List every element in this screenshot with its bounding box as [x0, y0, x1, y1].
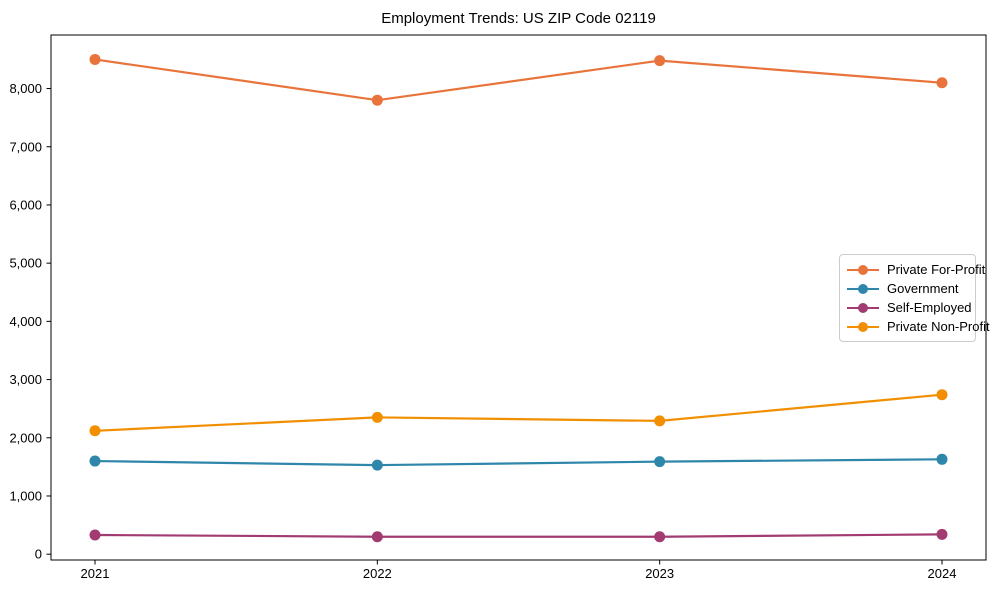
data-point [371, 94, 383, 106]
data-point [89, 53, 101, 65]
data-point [371, 531, 383, 543]
legend-label: Government [887, 281, 959, 296]
legend-label: Self-Employed [887, 300, 972, 315]
axes-frame [50, 34, 987, 561]
legend-item-self-employed: Self-Employed [846, 300, 972, 315]
x-tick-label: 2022 [363, 566, 392, 581]
y-tick-label: 8,000 [9, 81, 42, 96]
line-marker-icon [847, 283, 879, 294]
data-point [89, 455, 101, 467]
data-point [654, 415, 666, 427]
x-tick-label: 2024 [928, 566, 957, 581]
series-line [93, 58, 944, 102]
y-tick-label: 0 [35, 547, 42, 562]
y-tick-label: 6,000 [9, 197, 42, 212]
y-tick-label: 3,000 [9, 372, 42, 387]
legend-label: Private Non-Profit [887, 319, 990, 334]
legend-item-private-for-profit: Private For-Profit [846, 263, 985, 276]
y-tick-label: 4,000 [9, 314, 42, 329]
line-marker-icon [847, 302, 879, 313]
x-tick-label: 2021 [81, 566, 110, 581]
data-point [654, 456, 666, 468]
y-tick-label: 2,000 [9, 430, 42, 445]
data-point [371, 411, 383, 423]
data-point [89, 425, 101, 437]
series-line [93, 458, 944, 467]
line-marker-icon [847, 264, 879, 275]
data-point [936, 453, 948, 465]
y-tick-label: 7,000 [9, 139, 42, 154]
data-point [371, 459, 383, 471]
series-line [93, 393, 944, 432]
legend-label: Private For-Profit [887, 262, 986, 277]
y-tick-label: 5,000 [9, 256, 42, 271]
legend-item-government: Government [846, 282, 969, 295]
data-point [654, 531, 666, 543]
x-tick-label: 2023 [645, 566, 674, 581]
legend-item-private-non-profit: Private Non-Profit [846, 320, 990, 333]
data-point [654, 55, 666, 67]
data-point [89, 529, 101, 541]
y-tick-label: 1,000 [9, 488, 42, 503]
data-point [936, 528, 948, 540]
line-marker-icon [847, 321, 879, 332]
series-line [93, 533, 944, 538]
legend: Private For-Profit Government Self-Emplo… [839, 254, 990, 342]
data-point [936, 77, 948, 89]
data-point [936, 389, 948, 401]
chart-title: Employment Trends: US ZIP Code 02119 [381, 10, 656, 27]
